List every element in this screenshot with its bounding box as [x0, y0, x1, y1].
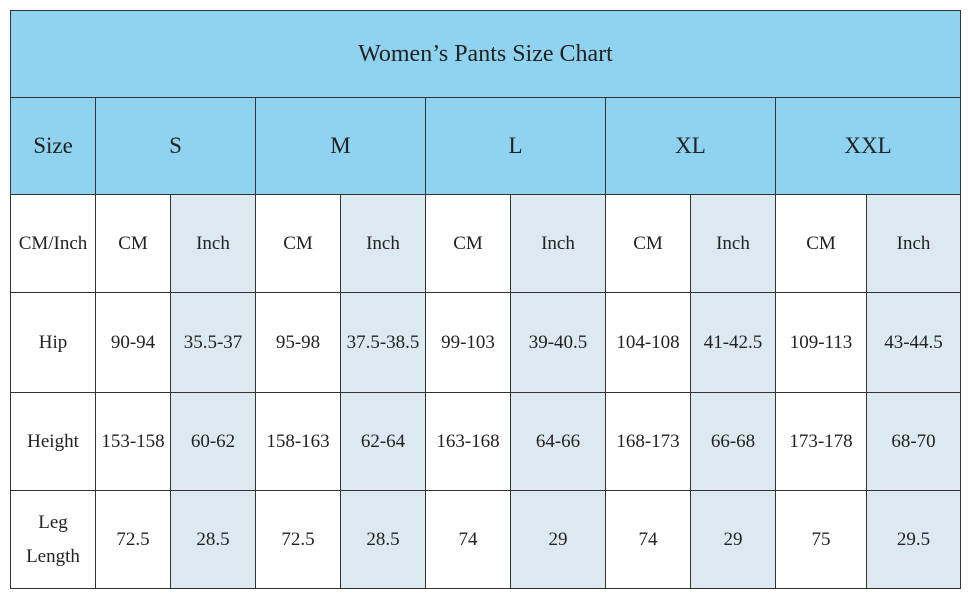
row-label: Hip: [10, 292, 96, 393]
data-row: Leg Length 72.5 28.5 72.5 28.5 74 29 74 29 75 29.5: [10, 490, 962, 589]
cell: Inch: [340, 194, 426, 293]
size-header: XXL: [774, 97, 962, 195]
cell: 75: [775, 490, 867, 589]
data-row: CM/Inch CM Inch CM Inch CM Inch CM Inch CM Inch: [10, 194, 962, 293]
size-header: L: [425, 97, 606, 195]
cell: CM: [255, 194, 341, 293]
cell: 37.5-38.5: [340, 292, 426, 393]
cell: 60-62: [170, 392, 256, 491]
cell: CM: [95, 194, 171, 293]
cell: 95-98: [255, 292, 341, 393]
cell: 29: [690, 490, 776, 589]
row-label: Leg Length: [10, 490, 96, 589]
size-header: S: [95, 97, 256, 195]
cell: 74: [425, 490, 511, 589]
cell: Inch: [865, 194, 962, 293]
header-row: Size S M L XL XXL: [10, 97, 962, 195]
cell: 29.5: [865, 490, 962, 589]
cell: 35.5-37: [170, 292, 256, 393]
title-row: Women’s Pants Size Chart: [9, 10, 962, 98]
cell: 168-173: [605, 392, 691, 491]
size-header: M: [255, 97, 426, 195]
cell: 104-108: [605, 292, 691, 393]
cell: 29: [510, 490, 606, 589]
cell: 68-70: [865, 392, 962, 491]
table-body: Women’s Pants Size Chart Size S M L XL XXL CM/…: [9, 10, 962, 589]
cell: Inch: [170, 194, 256, 293]
cell: 109-113: [775, 292, 867, 393]
size-table: Women’s Pants Size Chart Size S M L XL XXL CM/…: [9, 10, 962, 589]
data-row: Height 153-158 60-62 158-163 62-64 163-168 64-…: [10, 392, 962, 491]
cell: 74: [605, 490, 691, 589]
cell: 99-103: [425, 292, 511, 393]
size-header: XL: [605, 97, 776, 195]
cell: 28.5: [340, 490, 426, 589]
cell: 62-64: [340, 392, 426, 491]
cell: CM: [605, 194, 691, 293]
cell: Inch: [690, 194, 776, 293]
row-label: Height: [10, 392, 96, 491]
cell: 43-44.5: [865, 292, 962, 393]
cell: CM: [425, 194, 511, 293]
table-title: Women’s Pants Size Chart: [9, 10, 962, 98]
header-label: Size: [10, 97, 96, 195]
cell: 66-68: [690, 392, 776, 491]
cell: 158-163: [255, 392, 341, 491]
cell: 173-178: [775, 392, 867, 491]
cell: Inch: [510, 194, 606, 293]
cell: 153-158: [95, 392, 171, 491]
cell: 72.5: [255, 490, 341, 589]
row-label: CM/Inch: [10, 194, 96, 293]
cell: CM: [775, 194, 867, 293]
cell: 163-168: [425, 392, 511, 491]
cell: 64-66: [510, 392, 606, 491]
cell: 41-42.5: [690, 292, 776, 393]
cell: 90-94: [95, 292, 171, 393]
cell: 28.5: [170, 490, 256, 589]
cell: 39-40.5: [510, 292, 606, 393]
cell: 72.5: [95, 490, 171, 589]
data-row: Hip 90-94 35.5-37 95-98 37.5-38.5 99-103 39-40…: [10, 292, 962, 393]
